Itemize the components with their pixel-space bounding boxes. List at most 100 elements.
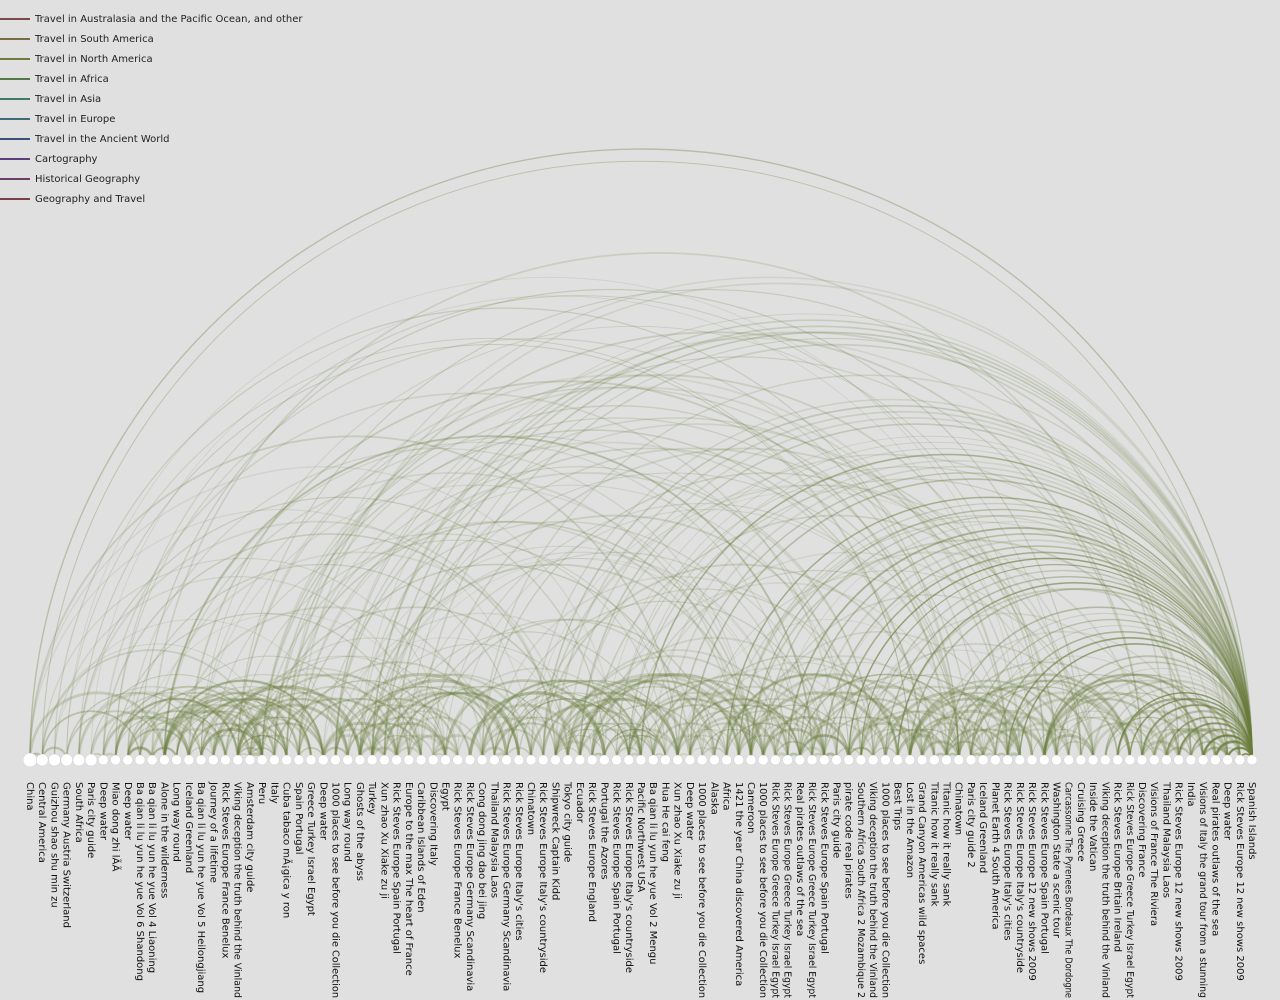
- node-circle[interactable]: [904, 754, 916, 766]
- node-circle[interactable]: [855, 754, 867, 766]
- node-circle[interactable]: [1185, 754, 1197, 766]
- node-circle[interactable]: [110, 754, 121, 766]
- node-circle[interactable]: [599, 754, 610, 766]
- node-circle[interactable]: [684, 754, 696, 766]
- node-circle[interactable]: [953, 754, 964, 766]
- node-circle[interactable]: [1051, 754, 1062, 766]
- node-circle[interactable]: [562, 754, 573, 766]
- node-circle[interactable]: [1234, 754, 1246, 766]
- node-circle[interactable]: [635, 754, 647, 766]
- node-circle[interactable]: [354, 754, 366, 766]
- node-circle[interactable]: [281, 754, 292, 766]
- node-circle[interactable]: [1246, 754, 1258, 766]
- node-circle[interactable]: [1222, 754, 1233, 766]
- node-circle[interactable]: [379, 754, 390, 766]
- node-circle[interactable]: [867, 754, 879, 766]
- node-circle[interactable]: [1124, 754, 1136, 766]
- node-circle[interactable]: [232, 754, 243, 766]
- node-circle[interactable]: [1100, 754, 1111, 766]
- node-circle[interactable]: [146, 754, 158, 766]
- node-circle[interactable]: [977, 754, 989, 766]
- node-circle[interactable]: [220, 754, 231, 766]
- node-circle[interactable]: [892, 754, 903, 766]
- node-circle[interactable]: [391, 754, 402, 766]
- node-circle[interactable]: [721, 754, 732, 766]
- node-circle[interactable]: [208, 754, 219, 766]
- node-circle[interactable]: [489, 754, 500, 766]
- node-circle[interactable]: [403, 754, 415, 766]
- node-circle[interactable]: [305, 754, 317, 766]
- node-circle[interactable]: [696, 754, 708, 766]
- node-circle[interactable]: [537, 754, 549, 766]
- node-circle[interactable]: [72, 753, 86, 767]
- node-circle[interactable]: [60, 753, 73, 767]
- node-circle[interactable]: [941, 754, 952, 766]
- node-circle[interactable]: [1039, 754, 1050, 766]
- node-circle[interactable]: [1210, 754, 1221, 766]
- node-circle[interactable]: [1197, 754, 1209, 766]
- node-circle[interactable]: [256, 754, 268, 766]
- node-circle[interactable]: [366, 754, 378, 766]
- node-circle[interactable]: [171, 754, 182, 766]
- node-circle[interactable]: [660, 754, 671, 766]
- node-circle[interactable]: [709, 754, 720, 766]
- node-circle[interactable]: [1173, 754, 1184, 766]
- node-circle[interactable]: [1112, 754, 1123, 766]
- node-circle[interactable]: [929, 754, 940, 766]
- node-circle[interactable]: [1075, 754, 1087, 766]
- node-circle[interactable]: [318, 754, 329, 766]
- node-circle[interactable]: [525, 754, 537, 766]
- node-circle[interactable]: [330, 754, 341, 766]
- node-circle[interactable]: [831, 754, 842, 766]
- node-circle[interactable]: [672, 754, 683, 766]
- node-circle[interactable]: [1087, 754, 1099, 766]
- node-circle[interactable]: [35, 753, 49, 767]
- node-circle[interactable]: [1026, 754, 1038, 766]
- node-circle[interactable]: [586, 754, 598, 766]
- node-circle[interactable]: [122, 754, 134, 766]
- node-circle[interactable]: [501, 754, 512, 766]
- node-circle[interactable]: [1014, 754, 1026, 766]
- node-circle[interactable]: [733, 754, 745, 766]
- node-circle[interactable]: [48, 753, 61, 767]
- node-circle[interactable]: [550, 754, 561, 766]
- node-circle[interactable]: [794, 754, 806, 766]
- node-circle[interactable]: [782, 754, 793, 766]
- node-circle[interactable]: [757, 754, 769, 766]
- node-circle[interactable]: [806, 754, 818, 766]
- node-circle[interactable]: [22, 752, 38, 768]
- node-circle[interactable]: [647, 754, 659, 766]
- node-circle[interactable]: [1148, 754, 1160, 766]
- node-circle[interactable]: [611, 754, 622, 766]
- node-circle[interactable]: [464, 754, 476, 766]
- node-circle[interactable]: [513, 754, 525, 766]
- node-circle[interactable]: [843, 754, 854, 766]
- node-circle[interactable]: [98, 754, 109, 766]
- node-circle[interactable]: [269, 754, 280, 766]
- node-circle[interactable]: [415, 754, 427, 766]
- node-circle[interactable]: [916, 754, 928, 766]
- node-circle[interactable]: [342, 754, 353, 766]
- node-circle[interactable]: [183, 754, 195, 766]
- node-circle[interactable]: [1136, 754, 1148, 766]
- node-circle[interactable]: [965, 754, 977, 766]
- node-circle[interactable]: [244, 754, 256, 766]
- node-circle[interactable]: [134, 754, 146, 766]
- node-circle[interactable]: [452, 754, 463, 766]
- node-circle[interactable]: [745, 754, 757, 766]
- node-circle[interactable]: [770, 754, 781, 766]
- node-circle[interactable]: [84, 753, 98, 767]
- node-circle[interactable]: [440, 754, 451, 766]
- node-circle[interactable]: [476, 754, 488, 766]
- node-circle[interactable]: [1002, 754, 1013, 766]
- node-circle[interactable]: [428, 754, 439, 766]
- node-circle[interactable]: [819, 754, 830, 766]
- node-circle[interactable]: [1063, 754, 1074, 766]
- node-circle[interactable]: [1161, 754, 1172, 766]
- node-circle[interactable]: [293, 754, 305, 766]
- node-circle[interactable]: [623, 754, 635, 766]
- node-circle[interactable]: [159, 754, 170, 766]
- node-circle[interactable]: [880, 754, 891, 766]
- node-circle[interactable]: [574, 754, 586, 766]
- node-circle[interactable]: [990, 754, 1001, 766]
